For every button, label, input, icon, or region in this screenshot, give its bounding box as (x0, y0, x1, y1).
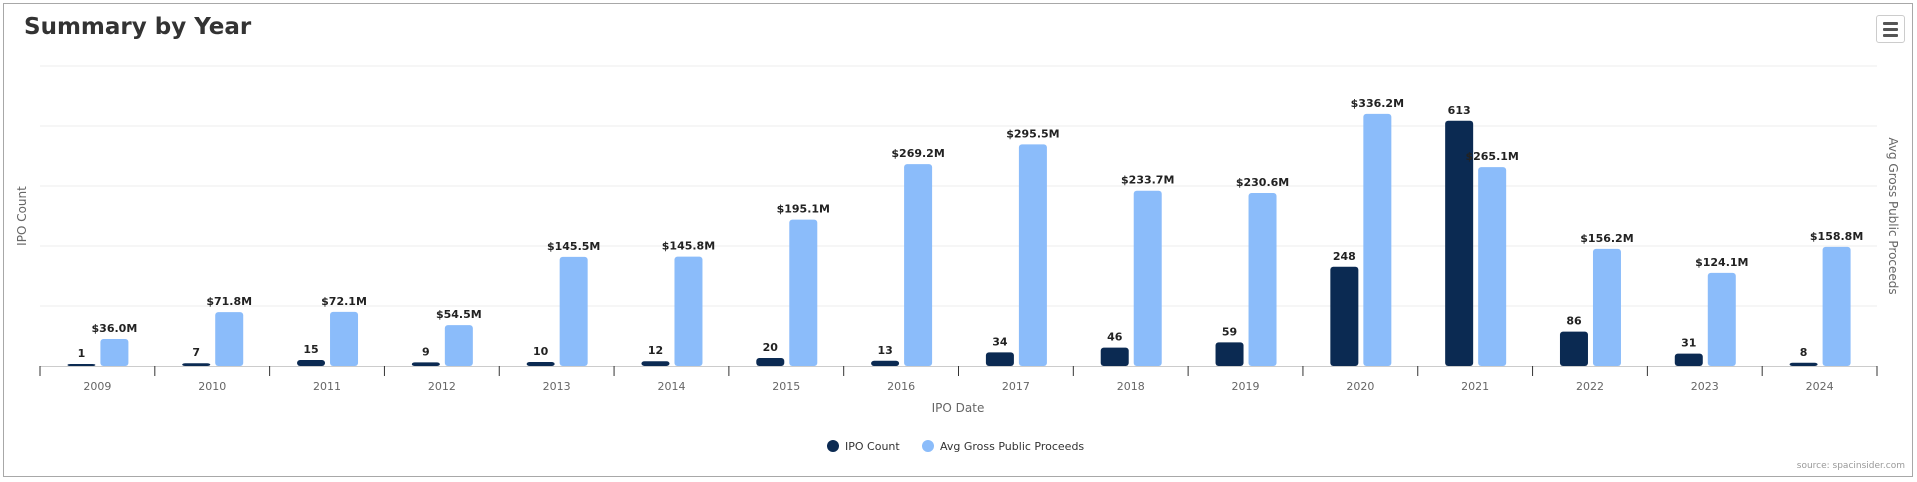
x-tick-label: 2018 (1117, 380, 1145, 393)
ipo-count-bar (985, 352, 1014, 366)
avg-proceeds-data-label: $124.1M (1695, 256, 1748, 269)
ipo-count-data-label: 7 (192, 346, 200, 359)
avg-proceeds-bar (1133, 190, 1162, 366)
ipo-count-bar (1330, 266, 1359, 366)
avg-proceeds-data-label: $265.1M (1465, 150, 1518, 163)
avg-proceeds-bar (444, 325, 473, 366)
x-tick-label: 2010 (198, 380, 226, 393)
ipo-count-bar (411, 362, 440, 366)
ipo-count-bar (1674, 353, 1703, 366)
legend-marker (827, 440, 839, 452)
ipo-count-bar (182, 363, 211, 366)
legend-item-label: Avg Gross Public Proceeds (940, 440, 1084, 453)
avg-proceeds-bar (904, 164, 933, 366)
ipo-count-bar (1559, 331, 1588, 366)
x-tick-label: 2017 (1002, 380, 1030, 393)
avg-proceeds-bar (559, 256, 588, 366)
x-axis-title: IPO Date (932, 401, 985, 415)
avg-proceeds-data-label: $72.1M (321, 295, 367, 308)
chart-menu-button[interactable] (1876, 15, 1905, 43)
ipo-count-data-label: 10 (533, 345, 549, 358)
avg-proceeds-data-label: $269.2M (891, 147, 944, 160)
ipo-count-bar (1445, 120, 1474, 366)
x-tick-label: 2023 (1691, 380, 1719, 393)
avg-proceeds-bar (215, 312, 244, 366)
avg-proceeds-data-label: $145.8M (662, 240, 715, 253)
avg-proceeds-data-label: $295.5M (1006, 127, 1059, 140)
hamburger-icon (1883, 21, 1898, 25)
avg-proceeds-bar (1018, 144, 1047, 366)
avg-proceeds-bar (789, 219, 818, 366)
x-tick-label: 2014 (657, 380, 685, 393)
avg-proceeds-bar (100, 339, 129, 366)
source-credit: source: spacinsider.com (1796, 461, 1905, 471)
ipo-count-data-label: 8 (1800, 346, 1808, 359)
avg-proceeds-bar (1363, 113, 1392, 366)
x-tick-label: 2021 (1461, 380, 1489, 393)
ipo-count-bar (871, 360, 900, 366)
ipo-count-data-label: 86 (1566, 315, 1582, 328)
avg-proceeds-data-label: $336.2M (1351, 97, 1404, 110)
x-tick-label: 2020 (1346, 380, 1374, 393)
x-tick-label: 2022 (1576, 380, 1604, 393)
ipo-count-bar (1100, 347, 1129, 366)
avg-proceeds-data-label: $36.0M (92, 322, 138, 335)
hamburger-icon (1883, 33, 1898, 37)
x-tick-label: 2012 (428, 380, 456, 393)
ipo-count-data-label: 34 (992, 335, 1008, 348)
ipo-count-bar (1215, 342, 1244, 366)
avg-proceeds-data-label: $158.8M (1810, 230, 1863, 243)
ipo-count-data-label: 613 (1448, 104, 1471, 117)
avg-proceeds-bar (1707, 272, 1736, 366)
ipo-count-bar (526, 362, 555, 366)
ipo-count-bar (641, 361, 670, 366)
ipo-count-data-label: 13 (877, 344, 892, 357)
avg-proceeds-data-label: $54.5M (436, 308, 482, 321)
chart-title: Summary by Year (24, 14, 252, 40)
avg-proceeds-bar (1248, 193, 1277, 366)
y-axis-title: IPO Count (15, 186, 29, 246)
avg-proceeds-data-label: $71.8M (206, 295, 252, 308)
avg-proceeds-bar (330, 311, 359, 366)
x-tick-label: 2013 (543, 380, 571, 393)
ipo-count-data-label: 20 (763, 341, 779, 354)
x-tick-label: 2015 (772, 380, 800, 393)
hamburger-icon (1883, 27, 1898, 31)
ipo-count-data-label: 12 (648, 344, 663, 357)
x-tick-label: 2009 (83, 380, 111, 393)
ipo-count-bar (756, 358, 785, 366)
avg-proceeds-bar (674, 256, 703, 366)
x-tick-label: 2024 (1806, 380, 1834, 393)
avg-proceeds-data-label: $195.1M (777, 203, 830, 216)
ipo-count-bar (67, 364, 96, 366)
x-tick-label: 2016 (887, 380, 915, 393)
ipo-count-data-label: 31 (1681, 337, 1696, 350)
ipo-count-data-label: 1 (78, 347, 86, 360)
ipo-count-data-label: 9 (422, 345, 430, 358)
legend-item-label: IPO Count (845, 440, 900, 453)
avg-proceeds-bar (1822, 246, 1851, 366)
ipo-count-data-label: 59 (1222, 325, 1237, 338)
ipo-count-bar (297, 360, 326, 366)
x-tick-label: 2019 (1232, 380, 1260, 393)
avg-proceeds-bar (1592, 248, 1621, 366)
avg-proceeds-data-label: $156.2M (1580, 232, 1633, 245)
ipo-count-bar (1789, 362, 1818, 366)
avg-proceeds-data-label: $145.5M (547, 240, 600, 253)
chart-frame (3, 3, 1913, 477)
x-tick-label: 2011 (313, 380, 341, 393)
avg-proceeds-data-label: $233.7M (1121, 174, 1174, 187)
ipo-count-data-label: 46 (1107, 331, 1123, 344)
legend-marker (922, 440, 934, 452)
avg-proceeds-bar (1478, 167, 1507, 366)
y2-axis-title: Avg Gross Public Proceeds (1886, 137, 1900, 294)
avg-proceeds-data-label: $230.6M (1236, 176, 1289, 189)
ipo-count-data-label: 15 (303, 343, 318, 356)
ipo-count-data-label: 248 (1333, 250, 1356, 263)
